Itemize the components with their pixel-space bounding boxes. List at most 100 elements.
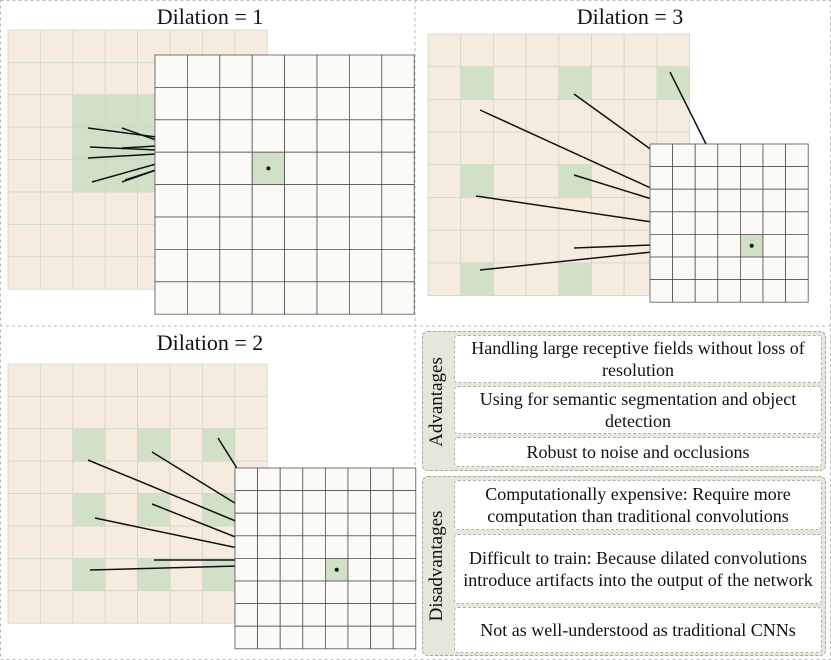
- d3-input-cell: [525, 33, 560, 68]
- d3-input-cell: [460, 33, 494, 68]
- d2-output-cell: [257, 512, 281, 537]
- d3-input-cell: [623, 99, 658, 133]
- d3-output-cell: [762, 256, 787, 281]
- d3-input-cell: [427, 33, 462, 68]
- d2-output-cell: [347, 558, 372, 582]
- d2-output-cell: [370, 512, 394, 537]
- d2-input-cell: [104, 395, 138, 430]
- d2-input-cell: [137, 590, 171, 624]
- d2-output-cell: [347, 490, 372, 514]
- d2-input-cell: [169, 558, 203, 592]
- d2-input-cell: [104, 590, 138, 624]
- d1-output-cell: [186, 54, 221, 88]
- d3-output-cell: [785, 188, 809, 213]
- d3-output-cell: [740, 166, 764, 190]
- d3-input-cell: [492, 99, 527, 133]
- d3-output-cell: [785, 211, 809, 235]
- d2-connection-line: [89, 565, 239, 571]
- d3-input-cell: [460, 99, 494, 133]
- d1-input-cell: [7, 126, 41, 160]
- d2-input-cell: [169, 525, 203, 559]
- d3-input-cell: [525, 131, 560, 166]
- d3-output-cell: [649, 143, 674, 168]
- d2-input-cell: [40, 460, 74, 495]
- d3-input-cell: [623, 33, 658, 68]
- d3-output-cell: [649, 211, 674, 235]
- d2-input-cell: [201, 460, 236, 495]
- d1-output-cell: [348, 151, 383, 185]
- d2-input-cell: [7, 460, 41, 495]
- d3-input-cell: [427, 262, 462, 296]
- d1-input-cell: [40, 159, 74, 193]
- d2-output-cell: [257, 467, 281, 492]
- d3-input-cell: [525, 66, 560, 100]
- d2-output-cell: [302, 580, 326, 605]
- d3-input-cell: [460, 229, 494, 264]
- d2-input-cell: [7, 525, 41, 559]
- d2-input-cell: [72, 363, 106, 397]
- d2-output-cell: [234, 467, 259, 492]
- d3-output-cell: [717, 233, 741, 258]
- d1-output-cell: [219, 87, 253, 121]
- d2-connection-line: [151, 451, 239, 506]
- d2-input-cell: [137, 395, 171, 430]
- d1-output-cell: [186, 216, 221, 250]
- d3-output-cell: [785, 279, 809, 303]
- d2-input-cell: [169, 590, 203, 624]
- d2-output-cell: [257, 558, 281, 582]
- d1-input-cell: [40, 62, 74, 96]
- d1-input-cell: [72, 29, 106, 63]
- d3-output-cell: [694, 188, 719, 213]
- d3-output-cell: [717, 166, 741, 190]
- d3-input-cell: [525, 99, 560, 133]
- d2-output-cell: [234, 603, 259, 627]
- d1-connection-line: [91, 163, 157, 183]
- d2-output-cell: [347, 467, 372, 492]
- d3-input-cell: [558, 33, 592, 68]
- d1-output-cell: [284, 281, 318, 315]
- d2-output-cell: [279, 625, 304, 650]
- d1-output-cell: [316, 54, 350, 88]
- d3-output-cell: [672, 166, 696, 190]
- d3-connection-line: [573, 93, 661, 157]
- d1-output-cell: [154, 281, 188, 315]
- d2-output-cell: [257, 625, 281, 650]
- d3-output-cell: [672, 188, 696, 213]
- d1-output-cell: [316, 281, 350, 315]
- d2-output-cell: [392, 580, 417, 605]
- d1-input-cell: [40, 256, 74, 290]
- d1-output-cell: [381, 87, 415, 121]
- d1-output-cell: [154, 184, 188, 218]
- d1-input-cell: [7, 94, 41, 128]
- d1-output-cell: [186, 151, 221, 185]
- d1-output-cell: [219, 151, 253, 185]
- d2-input-cell: [104, 525, 138, 559]
- d2-input-cell: [137, 460, 171, 495]
- d2-output-cell: [302, 467, 326, 492]
- d1-output-cell: [348, 281, 383, 315]
- d2-connection-line: [151, 503, 239, 539]
- d1-connection-line: [124, 169, 157, 181]
- d3-output-cell: [672, 256, 696, 281]
- d3-input-cell: [492, 229, 527, 264]
- d2-input-cell: [7, 363, 41, 397]
- d1-output-cell: [154, 87, 188, 121]
- d1-output-cell: [186, 119, 221, 153]
- d3-output-cell: [762, 233, 787, 258]
- d2-input-cell: [169, 395, 203, 430]
- d3-input-cell: [460, 197, 494, 231]
- d2-output-cell: [392, 512, 417, 537]
- d1-input-cell: [7, 256, 41, 290]
- d2-input-cell: [201, 590, 236, 624]
- d3-input-cell: [427, 197, 462, 231]
- d3-output-cell: [672, 233, 696, 258]
- d3-output-cell: [740, 279, 764, 303]
- d1-input-cell: [7, 159, 41, 193]
- d3-output-cell: [649, 233, 674, 258]
- d3-input-cell: [558, 99, 592, 133]
- d2-output-cell: [234, 535, 259, 559]
- d2-input-cell: [234, 428, 268, 462]
- d2-input-cell: [104, 428, 138, 462]
- d2-output-cell: [234, 512, 259, 537]
